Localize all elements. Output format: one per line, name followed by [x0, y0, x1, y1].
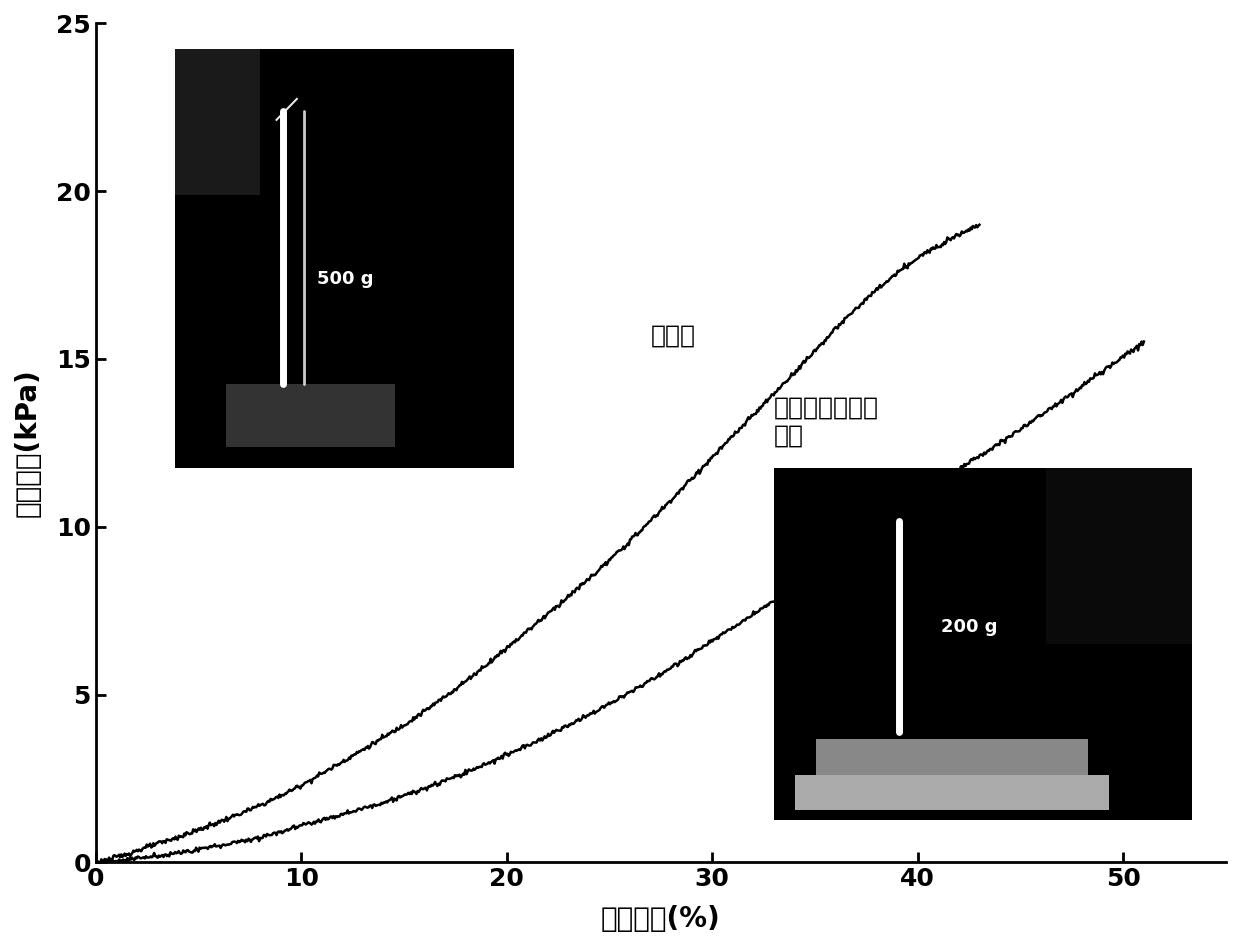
Text: 未加热处理的吸
附剂: 未加热处理的吸 附剂 [774, 396, 879, 448]
X-axis label: 压缩应变(%): 压缩应变(%) [601, 905, 720, 933]
Y-axis label: 压缩应力(kPa): 压缩应力(kPa) [14, 368, 42, 517]
Text: 吸附剂: 吸附剂 [651, 323, 696, 348]
